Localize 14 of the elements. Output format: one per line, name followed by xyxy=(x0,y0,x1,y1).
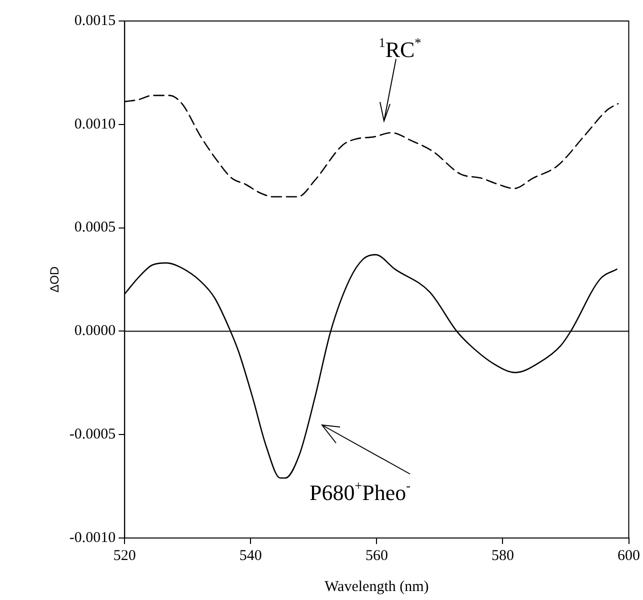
x-tick-label: 580 xyxy=(491,548,514,564)
annotation: P680+Pheo- xyxy=(309,478,411,505)
x-tick-label: 520 xyxy=(113,548,136,564)
x-tick-label: 560 xyxy=(365,548,388,564)
y-tick-label: 0.0005 xyxy=(74,220,116,236)
x-tick-label: 600 xyxy=(618,548,640,564)
y-tick-label: -0.0005 xyxy=(69,426,116,443)
y-axis-title: ΔOD xyxy=(48,266,62,293)
x-tick-label: 540 xyxy=(239,548,262,564)
x-axis-title: Wavelength (nm) xyxy=(324,578,429,595)
y-tick-label: 0.0010 xyxy=(74,116,116,132)
y-tick-label: 0.0000 xyxy=(74,323,116,340)
y-tick-label: 0.0015 xyxy=(74,12,116,29)
y-tick-label: -0.0010 xyxy=(69,530,116,546)
